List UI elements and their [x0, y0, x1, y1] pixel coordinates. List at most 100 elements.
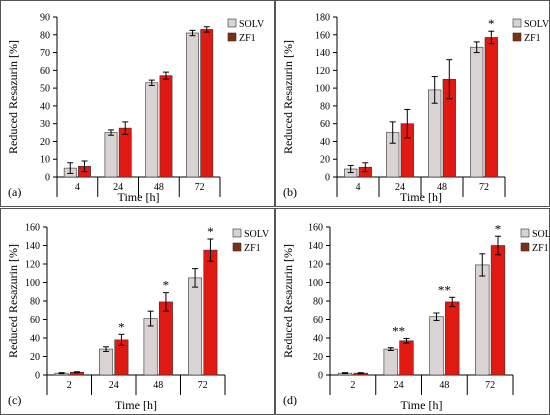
legend-label-solv: SOLV [524, 19, 550, 30]
legend-swatch-solv [520, 228, 530, 238]
legend-swatch-solv [227, 18, 237, 28]
bar-zf1-48 [445, 301, 460, 376]
y-tick-label: 20 [313, 352, 323, 363]
bar-zf1-72 [490, 245, 506, 376]
x-tick-label: 4 [75, 182, 80, 193]
legend-label-zf1: ZF1 [532, 243, 549, 254]
significance-marker: ** [392, 323, 405, 338]
legend-swatch-zf1 [232, 242, 242, 252]
y-tick-label: 180 [315, 13, 330, 24]
panel-border [0, 0, 275, 207]
y-tick-label: 20 [320, 155, 330, 166]
y-tick-label: 40 [313, 334, 323, 345]
x-tick-label: 72 [485, 380, 495, 391]
bar-solv-24 [104, 132, 118, 178]
x-tick-label: 48 [439, 380, 449, 391]
y-tick-label: 20 [30, 352, 40, 363]
y-tick-label: 60 [313, 315, 323, 326]
bar-solv-24 [99, 348, 114, 376]
legend-label-solv: SOLV [239, 19, 265, 30]
x-axis-label: Time [h] [400, 190, 442, 204]
x-tick-label: 48 [153, 380, 163, 391]
x-axis-label: Time [h] [118, 190, 160, 204]
y-tick-label: 80 [40, 30, 50, 41]
y-tick-label: 160 [25, 223, 40, 234]
significance-marker: * [488, 16, 495, 31]
x-tick-label: 24 [109, 380, 119, 391]
y-tick-label: 80 [320, 101, 330, 112]
bar-zf1-24 [399, 340, 414, 376]
y-tick-label: 30 [40, 119, 50, 130]
y-tick-label: 120 [308, 260, 323, 271]
y-tick-label: 40 [30, 334, 40, 345]
bar-zf1-72 [200, 29, 214, 178]
y-tick-label: 0 [35, 371, 40, 382]
legend-swatch-solv [232, 228, 242, 238]
bar-zf1-72 [203, 249, 218, 376]
x-tick-label: 24 [395, 182, 405, 193]
y-tick-label: 120 [25, 260, 40, 271]
bar-zf1-48 [159, 75, 173, 178]
y-tick-label: 0 [45, 173, 50, 184]
y-tick-label: 70 [40, 48, 50, 59]
y-tick-label: 40 [320, 137, 330, 148]
bar-solv-72 [475, 264, 490, 376]
y-tick-label: 80 [30, 297, 40, 308]
y-tick-label: 100 [308, 278, 323, 289]
bar-solv-48 [429, 316, 444, 376]
legend-label-zf1: ZF1 [244, 243, 261, 254]
significance-marker: * [495, 221, 502, 236]
chart-panel-2: 0 20 40 60 80 100 120 140 160 180 4 24 48 72 * Reduced … [275, 0, 550, 207]
legend-swatch-solv [512, 18, 522, 28]
y-tick-label: 60 [320, 119, 330, 130]
legend-label-solv: SOLV [244, 229, 270, 240]
bar-solv-24 [383, 348, 398, 376]
bar-zf1-48 [158, 301, 173, 376]
y-tick-label: 140 [315, 48, 330, 59]
bar-zf1-24 [118, 127, 132, 178]
x-tick-label: 48 [437, 182, 447, 193]
significance-marker: ** [438, 282, 451, 297]
y-tick-label: 50 [40, 84, 50, 95]
significance-marker: * [207, 224, 214, 239]
chart-panel-3: 0 20 40 60 80 100 120 140 160 2 24 48 72 * * * Reduced R… [0, 208, 275, 415]
bar-solv-48 [145, 82, 159, 178]
y-axis-label: Reduced Resazurin [%] [281, 40, 295, 154]
x-tick-label: 72 [479, 182, 489, 193]
x-axis-label: Time [h] [401, 398, 443, 412]
panel-label: (b) [283, 185, 297, 199]
panel-label: (d) [283, 393, 297, 407]
significance-marker: * [118, 319, 125, 334]
y-tick-label: 160 [308, 223, 323, 234]
panel-label: (a) [8, 185, 21, 199]
y-tick-label: 40 [40, 101, 50, 112]
x-tick-label: 48 [154, 182, 164, 193]
panel-border [275, 208, 550, 415]
legend-swatch-zf1 [227, 32, 237, 42]
x-tick-label: 4 [356, 182, 361, 193]
bar-solv-48 [143, 318, 158, 376]
y-tick-label: 60 [30, 315, 40, 326]
legend-label-zf1: ZF1 [524, 33, 541, 44]
y-tick-label: 140 [25, 241, 40, 252]
y-tick-label: 10 [40, 155, 50, 166]
bar-solv-72 [188, 277, 203, 376]
x-tick-label: 2 [350, 380, 355, 391]
bar-solv-72 [470, 46, 484, 178]
y-tick-label: 0 [318, 371, 323, 382]
y-axis-label: Reduced Resazurin [%] [6, 40, 20, 154]
y-tick-label: 20 [40, 137, 50, 148]
legend-label-solv: SOLV [532, 229, 550, 240]
y-tick-label: 0 [325, 173, 330, 184]
bar-zf1-72 [484, 37, 498, 178]
x-tick-label: 72 [195, 182, 205, 193]
x-tick-label: 2 [67, 380, 72, 391]
x-tick-label: 24 [113, 182, 123, 193]
y-axis-label: Reduced Resazurin [%] [6, 244, 20, 358]
y-tick-label: 80 [313, 297, 323, 308]
significance-marker: * [163, 278, 170, 293]
x-axis-label: Time [h] [115, 398, 157, 412]
y-axis-label: Reduced Resazurin [%] [281, 244, 295, 358]
x-tick-label: 72 [198, 380, 208, 391]
